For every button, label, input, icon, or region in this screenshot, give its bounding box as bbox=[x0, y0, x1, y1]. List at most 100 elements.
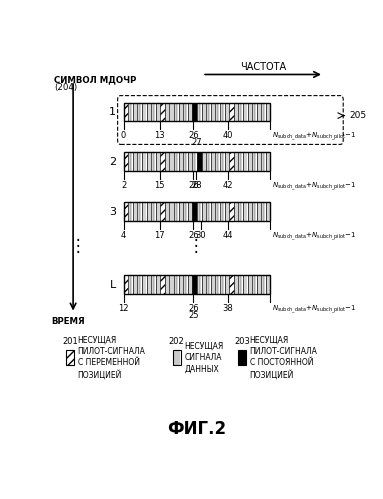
Bar bbox=[174, 203, 178, 221]
Bar bbox=[142, 102, 147, 121]
Bar bbox=[178, 102, 183, 121]
Bar bbox=[206, 203, 211, 221]
Bar bbox=[124, 153, 270, 171]
Text: НЕСУЩАЯ
ПИЛОТ-СИГНАЛА
С ПЕРЕМЕННОЙ
ПОЗИЦИЕЙ: НЕСУЩАЯ ПИЛОТ-СИГНАЛА С ПЕРЕМЕННОЙ ПОЗИЦ… bbox=[77, 336, 146, 379]
Bar bbox=[174, 275, 178, 294]
Bar bbox=[183, 102, 188, 121]
Bar bbox=[137, 153, 142, 171]
Bar bbox=[238, 153, 243, 171]
Bar bbox=[257, 102, 261, 121]
Bar bbox=[160, 102, 165, 121]
Bar bbox=[66, 350, 74, 365]
Bar bbox=[174, 153, 178, 171]
Bar bbox=[266, 102, 270, 121]
Bar bbox=[238, 275, 243, 294]
Bar bbox=[165, 275, 170, 294]
Bar bbox=[224, 275, 229, 294]
Bar bbox=[206, 102, 211, 121]
Bar bbox=[165, 102, 170, 121]
Bar bbox=[257, 275, 261, 294]
Bar bbox=[188, 203, 192, 221]
Bar bbox=[261, 203, 266, 221]
Bar bbox=[178, 275, 183, 294]
Bar bbox=[224, 153, 229, 171]
Bar bbox=[156, 203, 160, 221]
Bar bbox=[247, 153, 252, 171]
Bar bbox=[234, 275, 238, 294]
Bar bbox=[224, 203, 229, 221]
Text: 27: 27 bbox=[191, 138, 201, 147]
Bar bbox=[124, 102, 128, 121]
Bar bbox=[174, 102, 178, 121]
Text: 203: 203 bbox=[234, 337, 250, 346]
Bar bbox=[160, 203, 165, 221]
Bar bbox=[215, 102, 220, 121]
Text: 2: 2 bbox=[109, 157, 116, 167]
Bar bbox=[266, 275, 270, 294]
Bar bbox=[261, 275, 266, 294]
Bar bbox=[183, 275, 188, 294]
Bar bbox=[147, 153, 151, 171]
Bar bbox=[238, 350, 246, 365]
Bar bbox=[211, 153, 215, 171]
Bar bbox=[178, 153, 183, 171]
Text: 38: 38 bbox=[223, 304, 233, 313]
Bar bbox=[142, 275, 147, 294]
Bar bbox=[124, 153, 128, 171]
Bar bbox=[151, 203, 156, 221]
Text: ФИГ.2: ФИГ.2 bbox=[167, 420, 226, 438]
Bar bbox=[243, 102, 247, 121]
Bar bbox=[252, 275, 257, 294]
Bar bbox=[170, 153, 174, 171]
Text: 1: 1 bbox=[109, 107, 116, 117]
Bar bbox=[211, 275, 215, 294]
Text: L: L bbox=[110, 279, 116, 289]
Bar bbox=[247, 203, 252, 221]
Bar bbox=[133, 203, 137, 221]
Bar bbox=[220, 153, 224, 171]
Bar bbox=[147, 102, 151, 121]
Bar bbox=[197, 275, 201, 294]
Bar bbox=[197, 102, 201, 121]
Bar bbox=[220, 275, 224, 294]
Bar bbox=[211, 102, 215, 121]
Text: 25: 25 bbox=[188, 311, 199, 320]
Bar bbox=[151, 275, 156, 294]
Bar bbox=[238, 203, 243, 221]
Text: 26: 26 bbox=[188, 231, 199, 240]
Bar bbox=[170, 102, 174, 121]
Bar bbox=[261, 102, 266, 121]
Bar bbox=[229, 153, 234, 171]
Bar bbox=[229, 203, 234, 221]
Bar bbox=[156, 275, 160, 294]
Bar bbox=[252, 102, 257, 121]
Bar bbox=[206, 153, 211, 171]
Bar bbox=[266, 153, 270, 171]
Bar bbox=[252, 153, 257, 171]
Bar bbox=[215, 203, 220, 221]
Text: 26: 26 bbox=[188, 304, 199, 313]
Bar bbox=[188, 153, 192, 171]
Bar bbox=[229, 102, 234, 121]
Bar bbox=[156, 102, 160, 121]
Bar bbox=[128, 275, 133, 294]
Bar bbox=[133, 153, 137, 171]
Bar bbox=[234, 153, 238, 171]
Text: $N_{\mathregular{subch\_data}}$$+N_{\mathregular{subch\_pilot}}$$-1$: $N_{\mathregular{subch\_data}}$$+N_{\mat… bbox=[272, 304, 356, 316]
Bar bbox=[247, 275, 252, 294]
Bar bbox=[206, 275, 211, 294]
Bar bbox=[257, 203, 261, 221]
Bar bbox=[257, 153, 261, 171]
Text: 12: 12 bbox=[118, 304, 129, 313]
Bar bbox=[124, 275, 128, 294]
Bar bbox=[183, 203, 188, 221]
Bar bbox=[252, 203, 257, 221]
Bar bbox=[238, 102, 243, 121]
Bar bbox=[224, 102, 229, 121]
Bar bbox=[211, 203, 215, 221]
Bar bbox=[201, 153, 206, 171]
Bar bbox=[128, 102, 133, 121]
Bar bbox=[192, 102, 197, 121]
Bar bbox=[124, 203, 270, 221]
Bar bbox=[165, 153, 170, 171]
